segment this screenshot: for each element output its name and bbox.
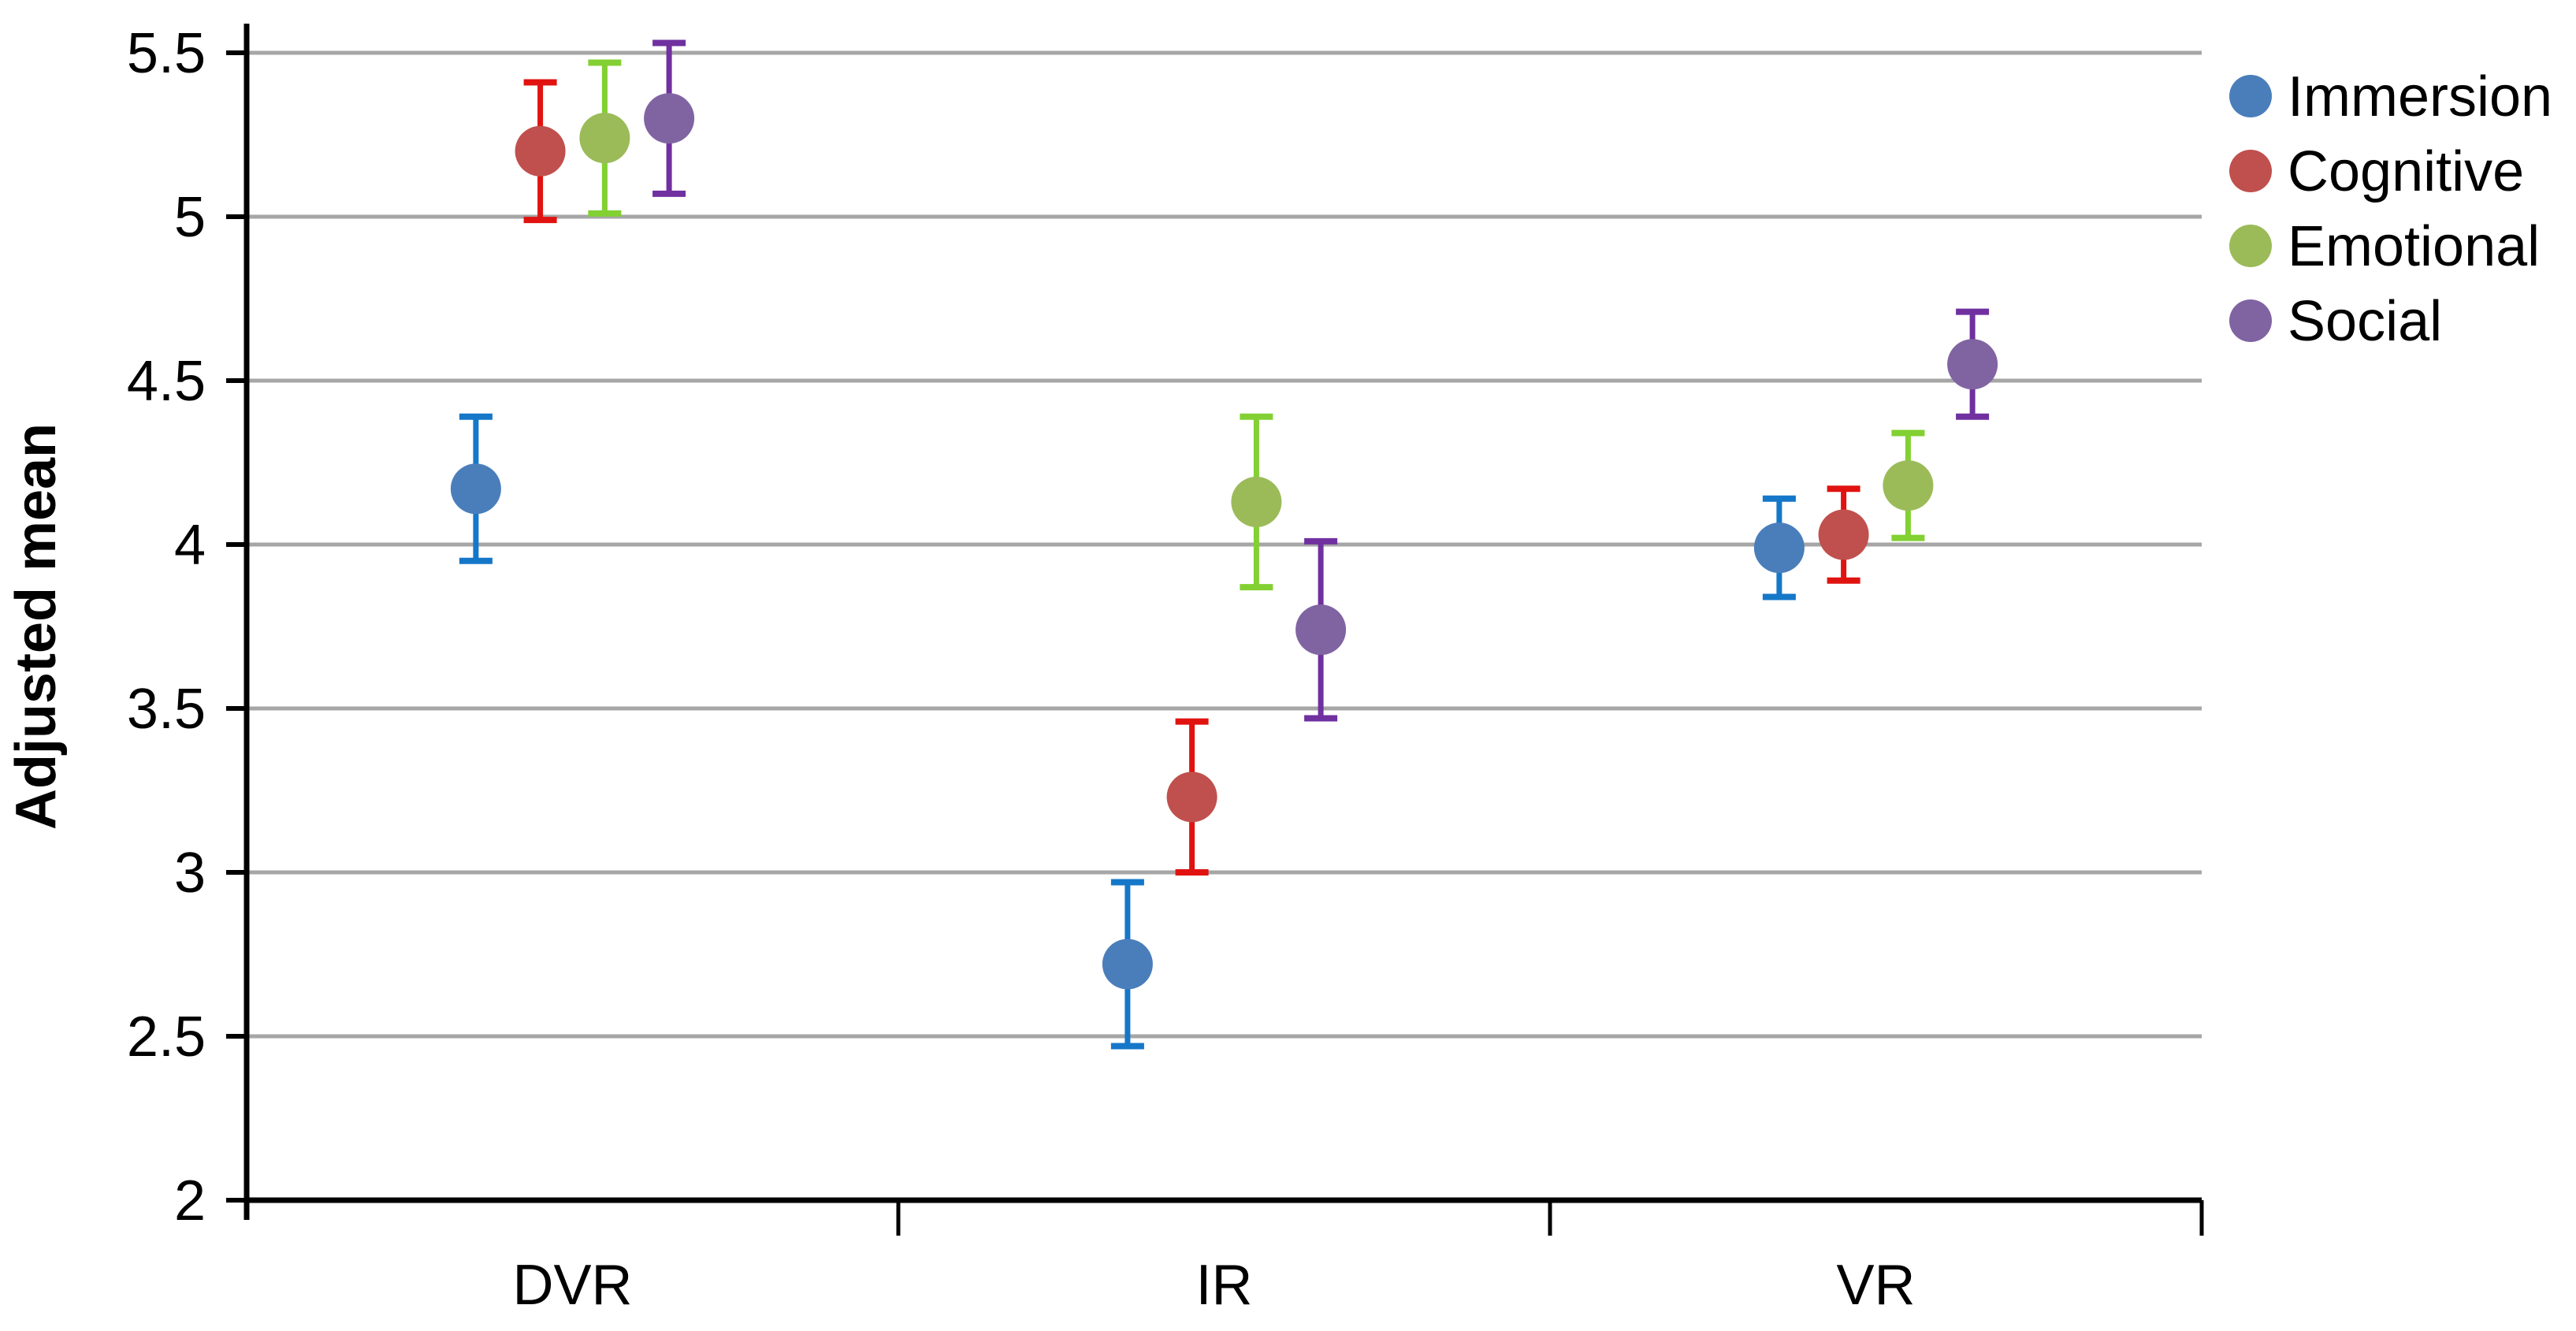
legend-label-emotional: Emotional <box>2288 215 2540 278</box>
series-immersion <box>450 413 1805 1050</box>
x-category-label-vr: VR <box>1836 1254 1915 1317</box>
legend-marker-icon-cognitive <box>2229 150 2272 192</box>
y-tick-label-2: 2 <box>174 1169 206 1232</box>
legend-label-cognitive: Cognitive <box>2288 140 2524 203</box>
legend-item-cognitive: Cognitive <box>2229 140 2524 203</box>
data-series <box>450 39 1998 1050</box>
legend-item-immersion: Immersion <box>2229 65 2552 128</box>
y-tick-label-3.5: 3.5 <box>127 678 206 741</box>
data-point-marker-immersion-ir <box>1102 939 1153 990</box>
legend-marker-icon-immersion <box>2229 75 2272 117</box>
y-tick-label-2.5: 2.5 <box>127 1006 206 1069</box>
y-tick-label-4: 4 <box>174 514 206 577</box>
series-social <box>644 39 1998 722</box>
series-cognitive <box>515 79 1869 876</box>
data-point-marker-emotional-dvr <box>579 113 630 164</box>
legend-item-social: Social <box>2229 290 2442 353</box>
y-tick-label-5.5: 5.5 <box>127 22 206 85</box>
data-point-marker-social-vr <box>1947 339 1998 390</box>
x-category-label-ir: IR <box>1196 1254 1253 1317</box>
data-point-marker-immersion-dvr <box>450 463 501 515</box>
legend-label-immersion: Immersion <box>2288 65 2552 128</box>
data-point-marker-social-ir <box>1295 604 1347 656</box>
legend-marker-icon-emotional <box>2229 225 2272 267</box>
gridlines <box>247 50 2202 1039</box>
x-axis-category-labels: DVR IR VR <box>512 1254 1915 1317</box>
legend: Immersion Cognitive Emotional Social <box>2229 65 2552 353</box>
legend-marker-icon-social <box>2229 299 2272 342</box>
data-point-marker-emotional-ir <box>1231 476 1282 527</box>
data-point-marker-cognitive-dvr <box>515 125 566 177</box>
y-tick-label-3: 3 <box>174 842 206 905</box>
data-point-marker-cognitive-ir <box>1166 771 1217 823</box>
axes <box>243 24 2204 1236</box>
legend-item-emotional: Emotional <box>2229 215 2540 278</box>
series-emotional <box>579 59 1934 591</box>
y-tick-label-5: 5 <box>174 186 206 249</box>
legend-label-social: Social <box>2288 290 2442 353</box>
data-point-marker-emotional-vr <box>1883 460 1934 511</box>
data-point-marker-cognitive-vr <box>1818 509 1869 560</box>
y-axis-title: Adjusted mean <box>5 423 68 830</box>
data-point-marker-social-dvr <box>644 93 695 144</box>
x-category-label-dvr: DVR <box>512 1254 632 1317</box>
y-axis-ticks: 2 2.5 3 3.5 4 4.5 5 5.5 <box>127 22 247 1232</box>
data-point-marker-immersion-vr <box>1753 522 1805 574</box>
y-tick-label-4.5: 4.5 <box>127 350 206 413</box>
